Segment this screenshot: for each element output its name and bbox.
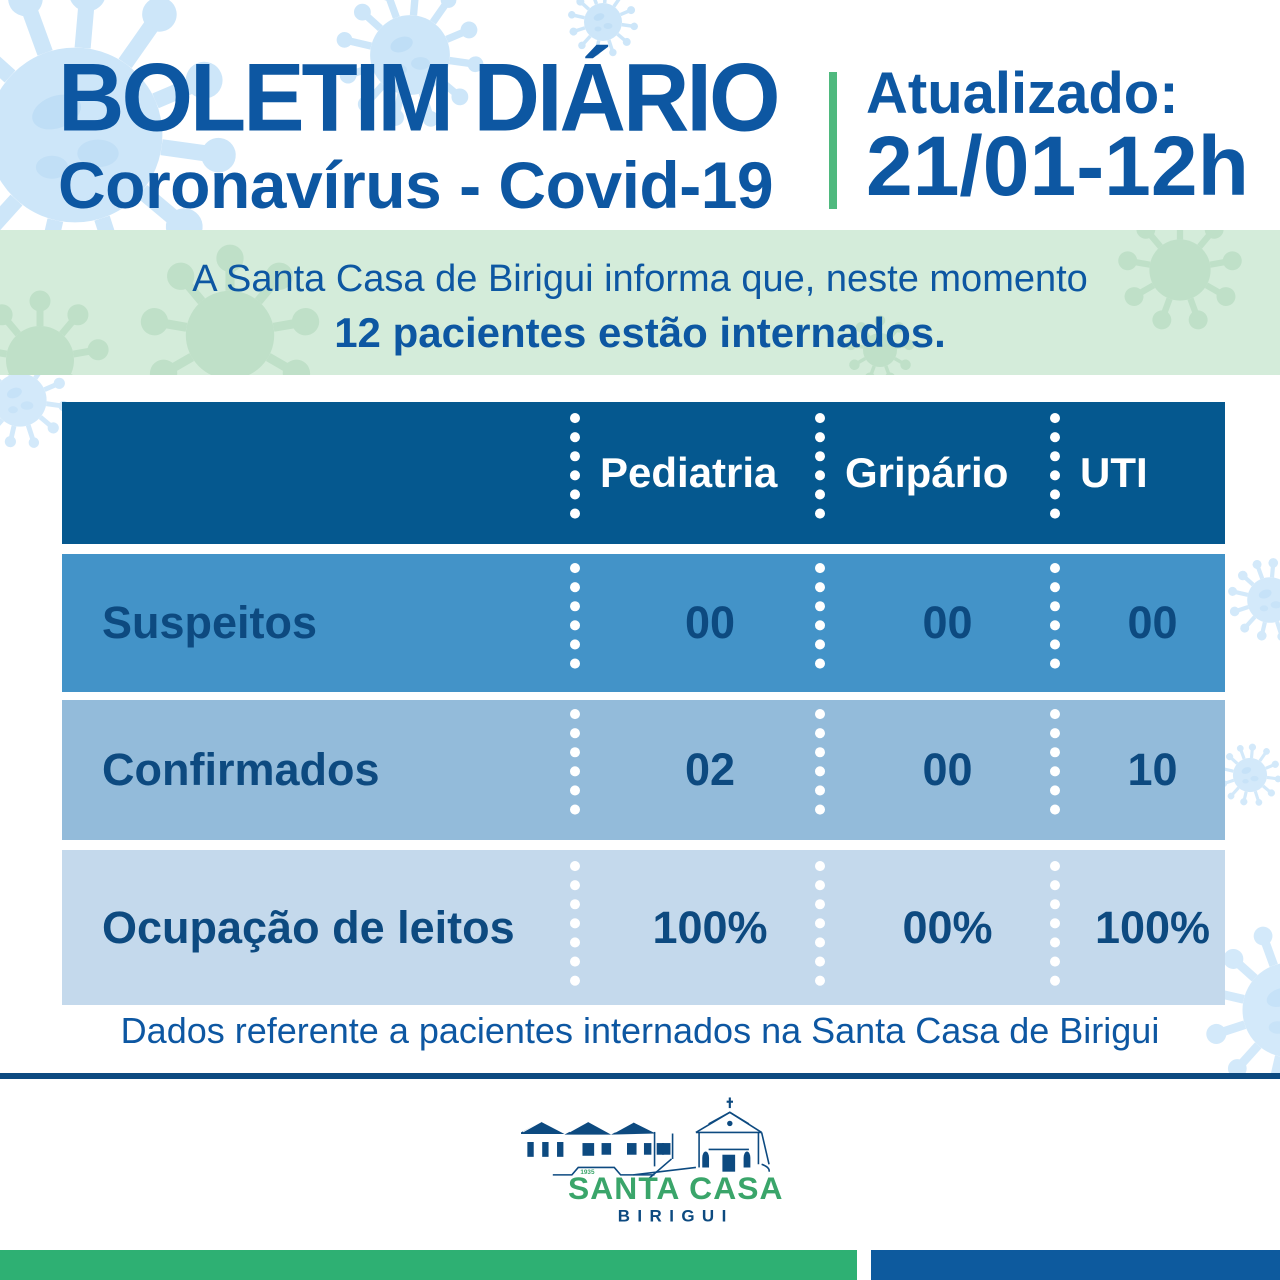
svg-text:SANTA CASA: SANTA CASA <box>568 1170 784 1206</box>
svg-text:BIRIGUI: BIRIGUI <box>618 1207 734 1222</box>
